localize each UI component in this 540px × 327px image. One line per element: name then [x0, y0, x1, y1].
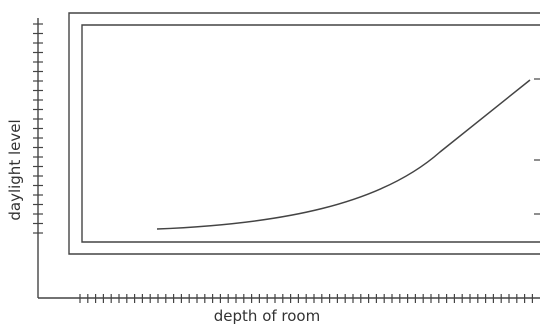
x-axis-label: depth of room: [214, 307, 320, 325]
daylight-curve: [156, 79, 531, 230]
x-axis: [38, 294, 540, 303]
x-axis-ticks: [79, 294, 534, 303]
room-outlines: [68, 12, 540, 255]
window-edge-marks: [534, 78, 540, 215]
y-axis-ticks: [33, 23, 43, 234]
y-axis-label: daylight level: [6, 119, 24, 220]
outer-room-outline: [68, 12, 540, 255]
inner-room-outline: [81, 24, 540, 243]
y-axis: [33, 18, 43, 298]
